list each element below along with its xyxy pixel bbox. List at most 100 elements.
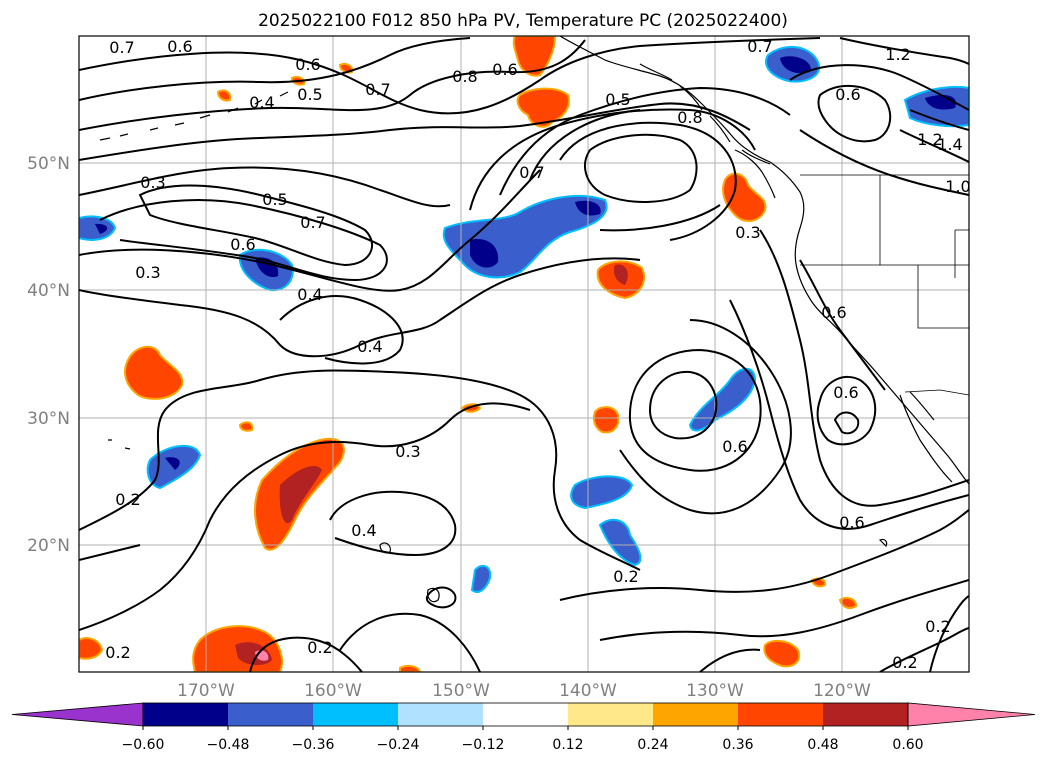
colorbar-tick-label: −0.24 (377, 737, 420, 753)
contour-label: 0.4 (357, 337, 382, 356)
cold-anomaly-region (688, 367, 757, 432)
contour-label: 0.8 (452, 67, 477, 86)
colorbar-tick-label: 0.48 (807, 737, 838, 753)
contour-line (279, 295, 404, 365)
map-frame (78, 35, 970, 673)
colorbar-bin (568, 703, 653, 726)
warm-anomaly-region (79, 637, 104, 660)
contour-label: 0.6 (167, 37, 192, 56)
colorbar-extend-max (907, 702, 1036, 727)
warm-anomaly-region (592, 406, 620, 434)
colorbar-bin (228, 703, 313, 726)
contour-label: 1.4 (937, 135, 962, 154)
contour-label: 0.2 (925, 617, 950, 636)
contour-label: 0.2 (892, 653, 917, 672)
lon-label-140w: 140°W (559, 681, 617, 701)
contour-line (79, 257, 641, 358)
colorbar-tick-label: 0.24 (637, 737, 668, 753)
colorbar-bin (313, 703, 398, 726)
contour-line (79, 402, 531, 631)
coastlines (99, 36, 969, 603)
contour-line (799, 129, 969, 196)
contour-label: 1.0 (945, 177, 970, 196)
contour-line (799, 259, 886, 391)
state-border (954, 229, 969, 278)
contour-line (584, 133, 698, 203)
contour-label: 0.3 (395, 442, 420, 461)
contour-line (729, 299, 969, 530)
contour-label: 0.5 (262, 190, 287, 209)
vancouver-island (734, 149, 776, 199)
colorbar-tick-label: −0.12 (462, 737, 505, 753)
contour-line (929, 595, 969, 672)
colorbar-tick-label: −0.36 (292, 737, 335, 753)
contour-line (79, 169, 541, 292)
cold-anomaly-core (165, 457, 180, 470)
contour-label: 0.7 (747, 37, 772, 56)
contour-label: 1.2 (917, 130, 942, 149)
political-borders (800, 174, 969, 396)
contour-label: 0.7 (109, 38, 134, 57)
contour-line (628, 348, 762, 472)
contour-line (839, 37, 969, 65)
map-panel: 0.7 0.6 0.6 0.5 0.7 0.8 0.6 0.4 0.5 0.8 … (79, 36, 970, 672)
lat-label-20n: 20°N (27, 536, 70, 556)
lon-label-120w: 120°W (813, 681, 871, 701)
cold-anomaly-region (470, 564, 492, 593)
colorbar-tick-label: 0.36 (722, 737, 753, 753)
small-island (878, 538, 888, 548)
contour-label: 0.2 (115, 490, 140, 509)
state-border (917, 265, 969, 329)
contour-line (79, 39, 586, 131)
lon-label-130w: 130°W (686, 681, 744, 701)
colorbar-bin (143, 703, 228, 726)
lon-label-170w: 170°W (177, 681, 235, 701)
contour-line (619, 319, 792, 515)
colorbar-bin (653, 703, 738, 726)
cold-anomaly-core (95, 223, 108, 234)
us-mexico-border (904, 389, 969, 396)
colorbar-tick-label: 0.60 (892, 737, 923, 753)
pv-contours (79, 37, 969, 672)
contour-label: 0.7 (365, 80, 390, 99)
cold-anomaly-region (570, 475, 634, 510)
warm-anomaly-core (613, 264, 628, 285)
lon-label-160w: 160°W (304, 681, 362, 701)
contour-label: 0.2 (613, 567, 638, 586)
contour-line (559, 121, 737, 241)
cold-anomaly-region (79, 215, 117, 241)
contour-label: 0.7 (300, 213, 325, 232)
warm-anomaly-region (512, 36, 557, 77)
contour-label: 0.6 (839, 513, 864, 532)
contour-line (79, 166, 451, 208)
contour-label: 0.2 (105, 643, 130, 662)
contour-line (816, 375, 877, 446)
contour-line (79, 37, 471, 101)
warm-anomaly-region (399, 664, 422, 672)
cold-anomaly-core (470, 238, 499, 268)
lat-label-40n: 40°N (27, 281, 70, 301)
warm-anomaly-region (216, 89, 232, 102)
contour-line (79, 544, 481, 672)
warm-anomaly-region (838, 597, 858, 609)
colorbar-outline (142, 702, 909, 727)
contour-line (599, 579, 969, 641)
contour-label: 0.3 (135, 263, 160, 282)
contour-line (833, 411, 860, 435)
contour-line (648, 370, 718, 440)
contour-line (789, 64, 969, 111)
contour-label: 0.2 (307, 638, 332, 657)
map-title: 2025022100 F012 850 hPa PV, Temperature … (258, 11, 788, 31)
colorbar-bin (738, 703, 823, 726)
colorbar-bin (398, 703, 483, 726)
colorbar-bin (823, 703, 908, 726)
contour-label: 0.4 (249, 93, 274, 112)
contour-label: 0.6 (295, 55, 320, 74)
contour-label: 0.6 (835, 85, 860, 104)
shaded-fields (79, 36, 969, 672)
contour-line (529, 109, 721, 232)
contour-line (79, 369, 641, 571)
lat-label-30n: 30°N (27, 409, 70, 429)
contour-line (249, 636, 363, 672)
